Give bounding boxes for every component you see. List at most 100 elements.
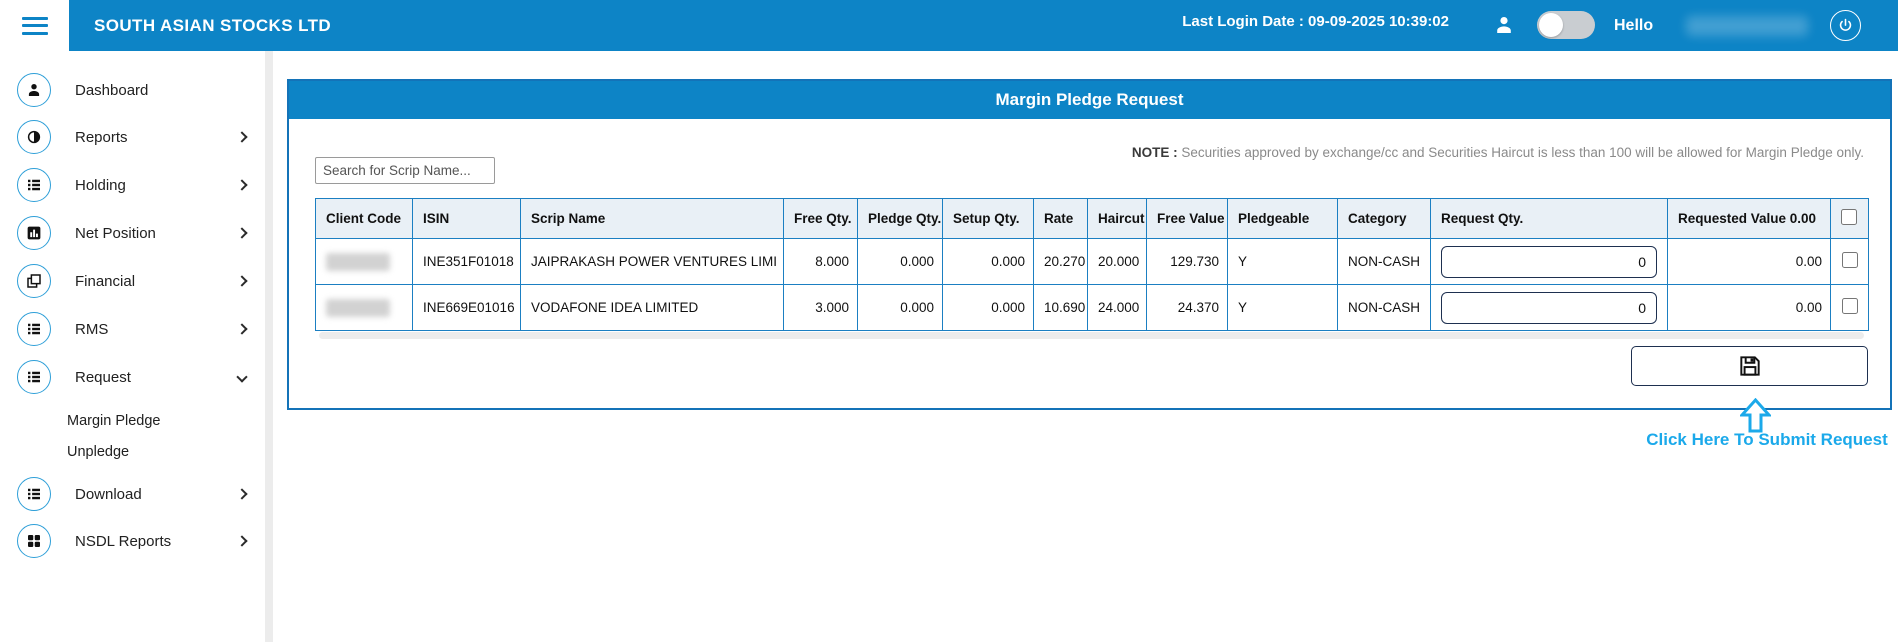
cell-requested-value: 0.00	[1667, 238, 1831, 285]
select-all-checkbox[interactable]	[1841, 209, 1857, 225]
bar-chart-icon	[17, 216, 51, 250]
chevron-right-icon	[236, 535, 248, 547]
table-scrollbar[interactable]	[319, 332, 1864, 339]
cell-scrip-name: VODAFONE IDEA LIMITED	[520, 284, 784, 331]
cell-client-code	[315, 284, 413, 331]
chevron-right-icon	[236, 179, 248, 191]
chevron-down-icon	[236, 371, 248, 383]
subitem-label: Margin Pledge	[67, 413, 161, 429]
cell-request-qty	[1430, 284, 1668, 331]
contrast-icon	[17, 120, 51, 154]
power-icon	[1839, 18, 1852, 31]
sidebar-item-download[interactable]: Download	[0, 470, 262, 518]
sidebar-item-reports[interactable]: Reports	[0, 113, 262, 161]
sidebar-label: Holding	[75, 176, 126, 194]
user-icon	[17, 73, 51, 107]
col-category: Category	[1337, 198, 1431, 239]
company-name: SOUTH ASIAN STOCKS LTD	[94, 15, 332, 35]
cell-pledge-qty: 0.000	[857, 238, 943, 285]
sidebar-label: Net Position	[75, 224, 156, 242]
save-button[interactable]	[1631, 346, 1868, 386]
list-icon	[17, 168, 51, 202]
sidebar: Dashboard Reports Holding Net Position	[0, 51, 266, 642]
search-input[interactable]	[315, 157, 495, 184]
cell-client-code	[315, 238, 413, 285]
chevron-right-icon	[236, 488, 248, 500]
col-pledgeable: Pledgeable	[1227, 198, 1338, 239]
cell-scrip-name: JAIPRAKASH POWER VENTURES LIMI	[520, 238, 784, 285]
note-label: NOTE :	[1131, 145, 1178, 160]
cell-rate: 20.270	[1033, 238, 1088, 285]
toggle-knob	[1539, 13, 1563, 37]
cell-request-qty	[1430, 238, 1668, 285]
logout-button[interactable]	[1830, 10, 1861, 41]
sidebar-item-financial[interactable]: Financial	[0, 257, 262, 305]
cell-setup-qty: 0.000	[942, 284, 1034, 331]
col-setup-qty: Setup Qty.	[942, 198, 1034, 239]
cell-pledgeable: Y	[1227, 238, 1338, 285]
greeting-text: Hello	[1614, 16, 1654, 34]
sidebar-label: RMS	[75, 320, 109, 338]
cell-haircut: 20.000	[1087, 238, 1147, 285]
col-free-value: Free Value	[1146, 198, 1228, 239]
sidebar-item-net-position[interactable]: Net Position	[0, 209, 262, 257]
up-arrow-icon	[1740, 398, 1771, 433]
sidebar-label: Request	[75, 368, 131, 386]
chevron-right-icon	[236, 131, 248, 143]
cell-category: NON-CASH	[1337, 238, 1431, 285]
col-rate: Rate	[1033, 198, 1088, 239]
col-isin: ISIN	[412, 198, 521, 239]
sidebar-label: Dashboard	[75, 81, 149, 99]
sidebar-label: NSDL Reports	[75, 532, 172, 550]
cell-select	[1830, 284, 1869, 331]
request-qty-input[interactable]	[1441, 245, 1657, 278]
sidebar-label: Financial	[75, 272, 136, 290]
col-scrip-name: Scrip Name	[520, 198, 784, 239]
page-title: Margin Pledge Request	[289, 81, 1890, 119]
cell-free-value: 24.370	[1146, 284, 1228, 331]
hamburger-icon	[21, 16, 48, 35]
client-code-redacted	[326, 252, 390, 271]
cell-requested-value: 0.00	[1667, 284, 1831, 331]
theme-toggle[interactable]	[1537, 11, 1595, 39]
layers-icon	[17, 264, 51, 298]
client-code-redacted	[326, 298, 390, 317]
sidebar-item-rms[interactable]: RMS	[0, 305, 262, 353]
sidebar-scrollbar[interactable]	[265, 51, 273, 642]
save-floppy-icon	[1739, 356, 1760, 376]
top-header: SOUTH ASIAN STOCKS LTD Last Login Date :…	[0, 0, 1898, 51]
col-select-all	[1830, 198, 1869, 239]
subitem-label: Unpledge	[67, 444, 130, 460]
sidebar-label: Reports	[75, 128, 128, 146]
chevron-right-icon	[236, 323, 248, 335]
sidebar-subitem-margin-pledge[interactable]: Margin Pledge	[0, 406, 262, 436]
table-row: INE669E01016 VODAFONE IDEA LIMITED 3.000…	[315, 284, 1869, 331]
cell-category: NON-CASH	[1337, 284, 1431, 331]
col-client-code: Client Code	[315, 198, 413, 239]
grid-icon	[17, 524, 51, 558]
sidebar-item-dashboard[interactable]: Dashboard	[0, 66, 262, 114]
cell-free-value: 129.730	[1146, 238, 1228, 285]
sidebar-item-request[interactable]: Request	[0, 353, 262, 401]
col-free-qty: Free Qty.	[783, 198, 858, 239]
sidebar-item-holding[interactable]: Holding	[0, 161, 262, 209]
sidebar-item-nsdl-reports[interactable]: NSDL Reports	[0, 517, 262, 565]
table-row: INE351F01018 JAIPRAKASH POWER VENTURES L…	[315, 238, 1869, 285]
cell-isin: INE351F01018	[412, 238, 521, 285]
sidebar-label: Download	[75, 485, 142, 503]
col-haircut: Haircut	[1087, 198, 1147, 239]
table-header-row: Client Code ISIN Scrip Name Free Qty. Pl…	[315, 198, 1869, 239]
list-icon	[17, 477, 51, 511]
menu-toggle-button[interactable]	[0, 0, 69, 51]
cell-pledge-qty: 0.000	[857, 284, 943, 331]
request-qty-input[interactable]	[1441, 291, 1657, 324]
note-text: NOTE : Securities approved by exchange/c…	[1131, 145, 1864, 160]
row-checkbox[interactable]	[1841, 252, 1858, 268]
margin-pledge-card: Margin Pledge Request NOTE : Securities …	[287, 79, 1892, 410]
cell-isin: INE669E01016	[412, 284, 521, 331]
row-checkbox[interactable]	[1841, 298, 1858, 314]
cell-pledgeable: Y	[1227, 284, 1338, 331]
sidebar-subitem-unpledge[interactable]: Unpledge	[0, 437, 262, 467]
cell-free-qty: 8.000	[783, 238, 858, 285]
cell-setup-qty: 0.000	[942, 238, 1034, 285]
